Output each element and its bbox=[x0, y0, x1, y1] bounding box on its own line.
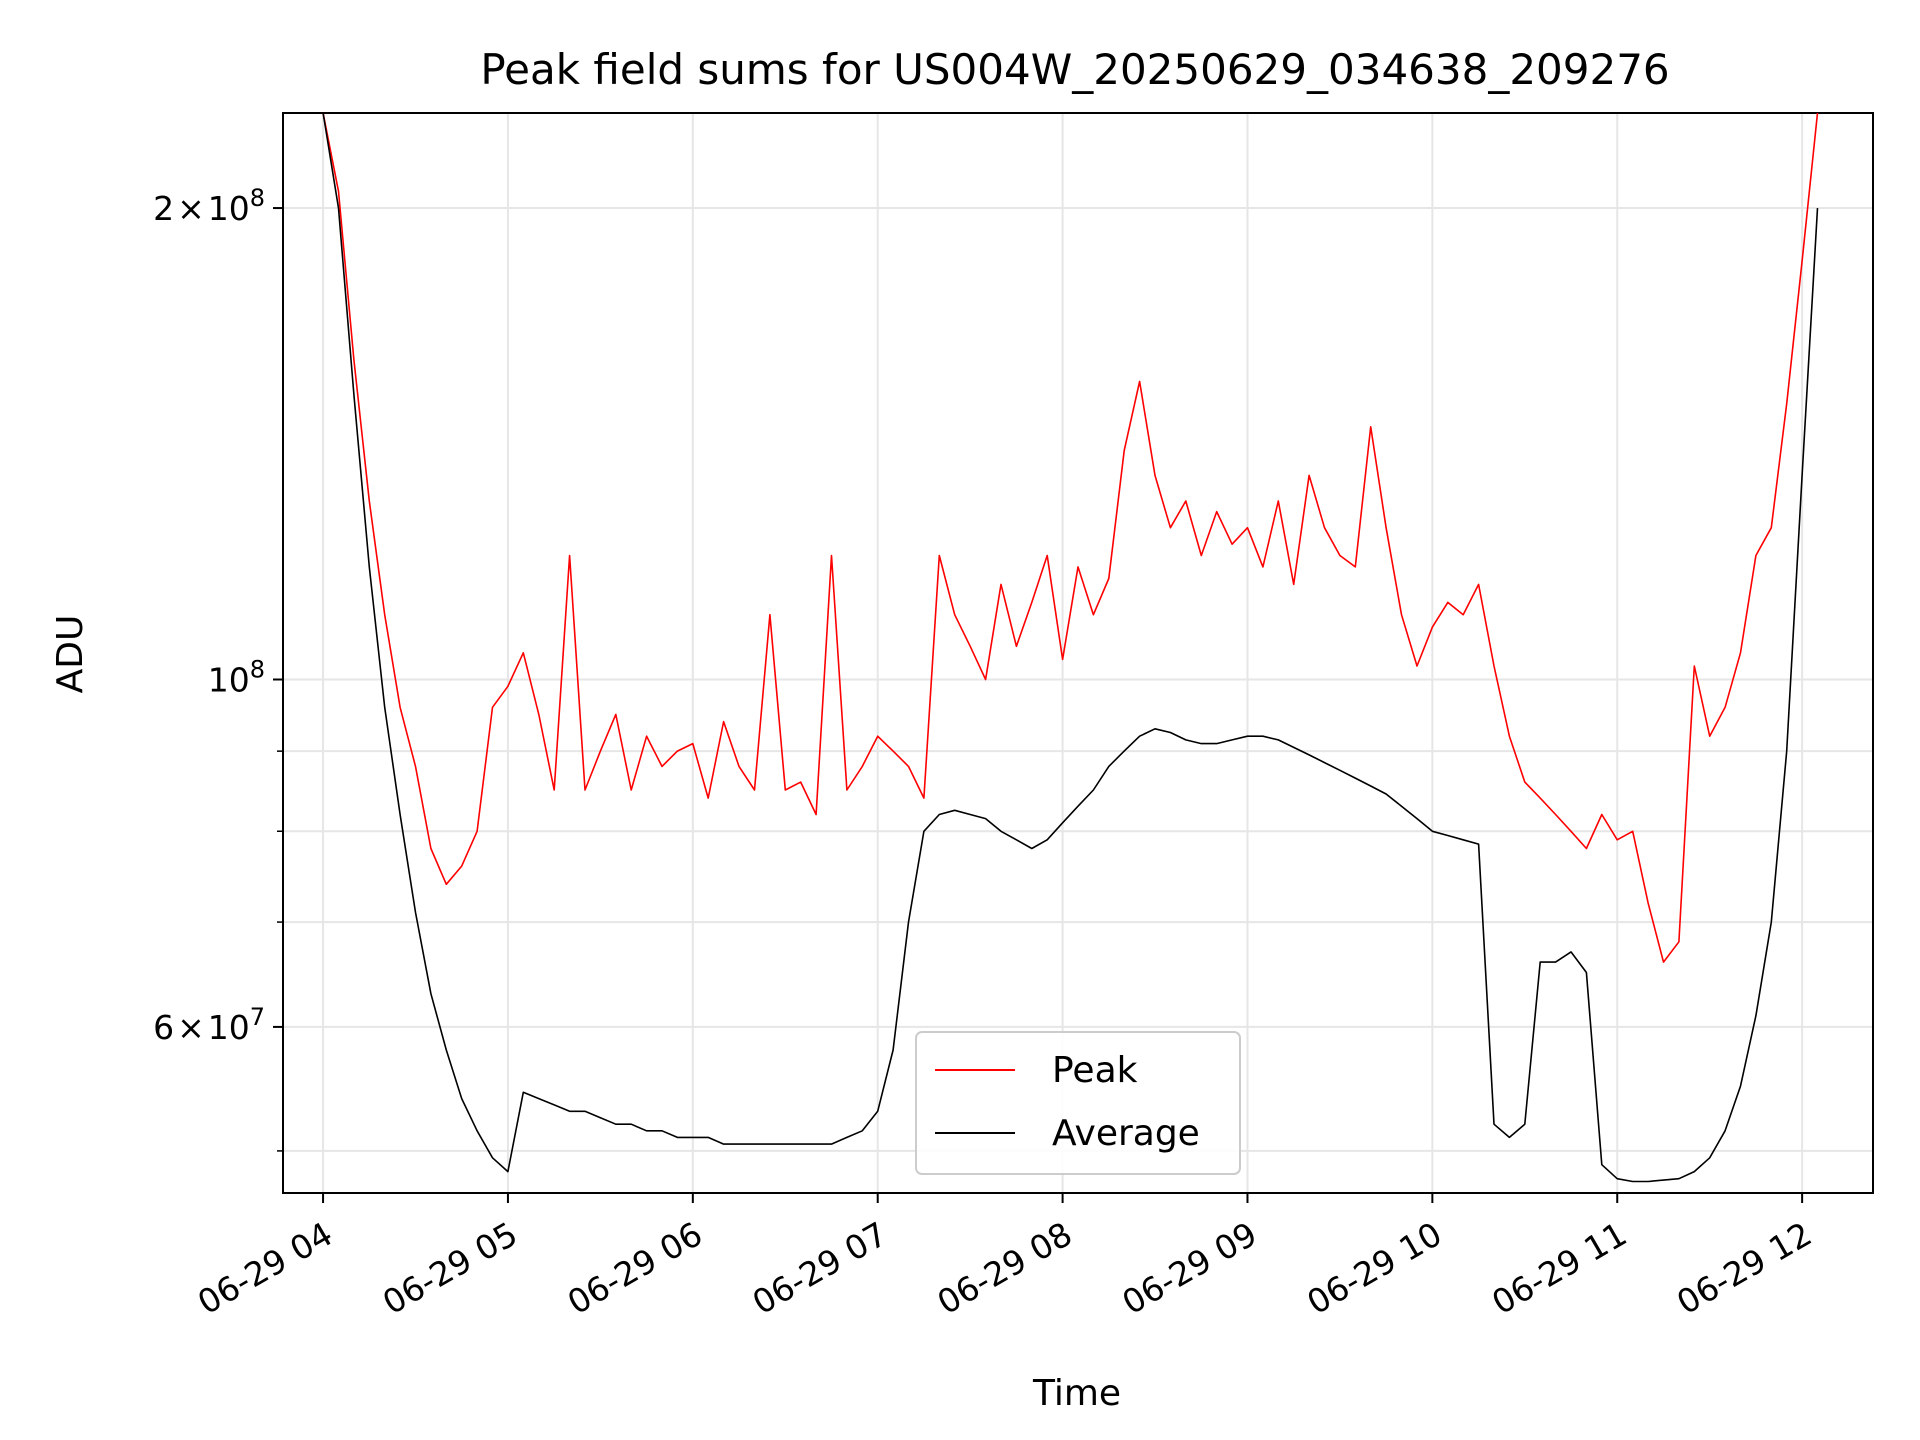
legend-label-average: Average bbox=[1052, 1113, 1200, 1154]
legend-box bbox=[915, 1031, 1241, 1175]
y-tick-exponent: 8 bbox=[250, 184, 265, 212]
x-axis-label: Time bbox=[1032, 1373, 1121, 1414]
series-line-average bbox=[322, 112, 1819, 1183]
y-tick-exponent: 8 bbox=[250, 655, 265, 683]
y-tick-times: × bbox=[177, 1008, 205, 1047]
series-line-peak bbox=[322, 112, 1819, 963]
plot-area-frame bbox=[282, 112, 1874, 1194]
y-tick-base: 10 bbox=[208, 1008, 250, 1047]
y-axis-label: ADU bbox=[50, 615, 91, 694]
chart-title: Peak field sums for US004W_20250629_0346… bbox=[480, 45, 1669, 94]
legend-label-peak: Peak bbox=[1052, 1050, 1138, 1091]
legend: Peak Average bbox=[915, 1031, 1241, 1175]
y-tick-mantissa: 6 bbox=[153, 1008, 174, 1047]
y-tick-base: 10 bbox=[208, 660, 250, 699]
gridlines bbox=[283, 113, 1873, 1193]
y-tick-times: × bbox=[177, 189, 205, 228]
y-tick-label: 2×108 bbox=[153, 184, 265, 228]
y-tick-exponent: 7 bbox=[250, 1003, 265, 1031]
y-tick-label: 6×107 bbox=[153, 1003, 265, 1047]
y-tick-mantissa: 2 bbox=[153, 189, 174, 228]
series-layer bbox=[322, 112, 1819, 1183]
y-tick-base: 10 bbox=[208, 189, 250, 228]
y-tick-label: 108 bbox=[208, 655, 265, 699]
